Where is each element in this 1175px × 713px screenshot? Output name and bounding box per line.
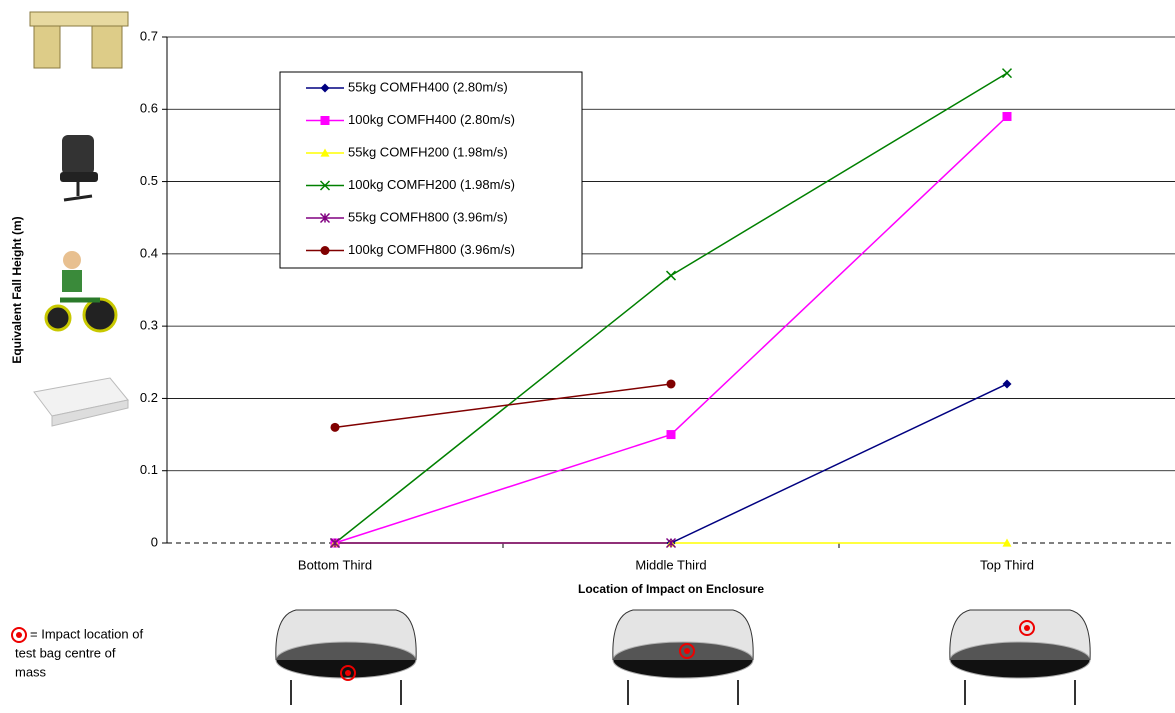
marker (1003, 379, 1012, 388)
desk-icon (30, 12, 128, 68)
x-tick-label: Top Third (980, 557, 1034, 572)
y-tick-label: 0.2 (140, 390, 158, 405)
annotation: test bag centre of (15, 645, 116, 660)
y-tick-label: 0.1 (140, 462, 158, 477)
marker (1003, 112, 1012, 121)
y-tick-label: 0.5 (140, 173, 158, 188)
trampolines (276, 610, 1090, 705)
marker (667, 271, 676, 280)
y-tick-label: 0.7 (140, 28, 158, 43)
chart: Equivalent Fall Height (m) Location of I… (0, 0, 1175, 713)
legend-label: 100kg COMFH400 (2.80m/s) (348, 112, 515, 127)
legend-label: 100kg COMFH800 (3.96m/s) (348, 242, 515, 257)
y-tick-label: 0.6 (140, 101, 158, 116)
marker (667, 430, 676, 439)
annotation-icon (12, 628, 26, 642)
marker (331, 423, 340, 432)
chair-icon (60, 135, 98, 200)
y-tick-label: 0.3 (140, 318, 158, 333)
mattress-icon (34, 378, 128, 426)
legend-box (280, 72, 582, 268)
marker (321, 116, 330, 125)
marker (667, 379, 676, 388)
legend-label: 100kg COMFH200 (1.98m/s) (348, 177, 515, 192)
marker (1003, 69, 1012, 78)
legend-label: 55kg COMFH200 (1.98m/s) (348, 144, 508, 159)
legend-label: 55kg COMFH400 (2.80m/s) (348, 79, 508, 94)
annotation: mass (15, 664, 47, 679)
y-tick-label: 0 (151, 534, 158, 549)
y-tick-label: 0.4 (140, 245, 158, 260)
trike-icon (46, 251, 116, 331)
x-axis-title: Location of Impact on Enclosure (578, 582, 764, 596)
y-axis-title: Equivalent Fall Height (m) (10, 216, 24, 363)
marker (321, 246, 330, 255)
x-tick-label: Middle Third (635, 557, 706, 572)
x-tick-label: Bottom Third (298, 557, 372, 572)
annotation: = Impact location of (30, 626, 143, 641)
legend-label: 55kg COMFH800 (3.96m/s) (348, 209, 508, 224)
series-line (335, 384, 671, 427)
